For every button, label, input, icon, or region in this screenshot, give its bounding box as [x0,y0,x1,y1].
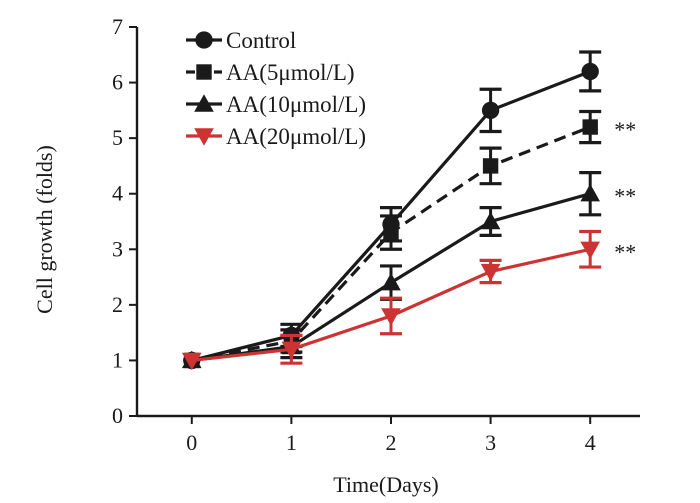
legend-marker [194,128,214,146]
significance-label: ** [614,184,636,209]
x-tick-label: 2 [385,430,396,455]
y-tick-label: 1 [112,347,123,372]
y-axis-title: Cell growth (folds) [32,145,57,314]
data-point [581,62,599,81]
y-tick-label: 2 [112,292,123,317]
series-2: ** [184,109,636,369]
y-tick-label: 0 [112,403,123,428]
data-point [181,352,202,371]
x-ticks: 0 1 2 3 4 [186,416,596,455]
legend-marker [195,31,213,49]
legend-label: AA(5μmol/L) [226,60,355,85]
legend-label: Control [226,28,296,53]
data-point [381,308,401,326]
legend-entry: AA(20μmol/L) [186,124,366,149]
y-tick-label: 4 [112,181,123,206]
legend-label: AA(10μmol/L) [226,92,366,117]
data-point [481,101,500,120]
legend-label: AA(20μmol/L) [226,124,366,149]
data-point [482,158,499,174]
data-point [480,211,501,230]
y-tick-label: 6 [112,70,123,95]
significance-label: ** [614,117,636,142]
legend: Control AA(5μmol/L) AA(10μmol/L) AA(20μmol/… [186,28,366,149]
data-point [580,241,600,260]
series-4: ** [181,229,636,371]
x-tick-label: 1 [286,430,297,455]
data-point [580,183,600,202]
legend-entry: AA(10μmol/L) [186,92,366,117]
x-tick-label: 3 [485,430,496,455]
significance-label: ** [614,239,636,264]
x-tick-label: 0 [186,430,197,455]
legend-marker [196,64,212,80]
legend-entry: Control [186,28,296,53]
data-point [582,119,598,135]
data-point [383,224,399,241]
series-layer: ** ** ** [181,50,636,371]
data-point [480,263,501,282]
y-tick-label: 3 [112,236,123,261]
y-ticks: 0 1 2 3 4 5 6 7 [112,14,137,428]
data-point [281,341,302,360]
legend-marker [194,94,214,112]
legend-entry: AA(5μmol/L) [186,60,355,85]
x-tick-label: 4 [585,430,596,455]
y-tick-label: 7 [112,14,123,39]
axes: 0 1 2 3 4 5 6 7 0 1 2 3 4 [112,14,640,455]
data-point [381,272,401,291]
x-axis-title: Time(Days) [333,472,439,497]
y-tick-label: 5 [112,125,123,150]
